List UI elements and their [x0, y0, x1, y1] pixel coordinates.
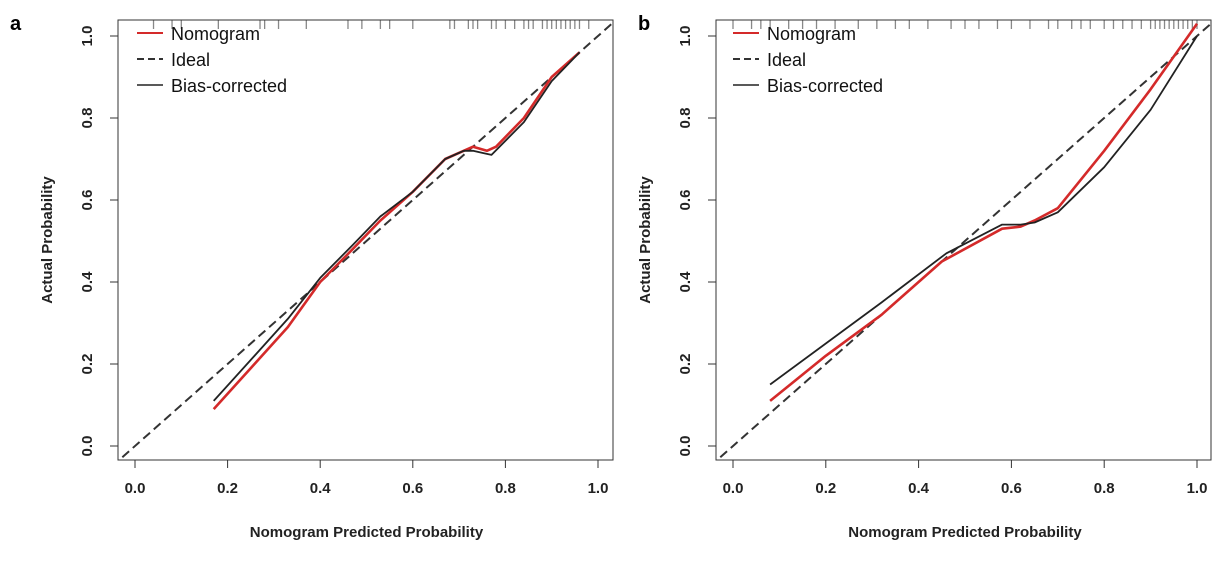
y-tick-label: 0.6	[677, 190, 694, 211]
y-axis-title: Actual Probability	[637, 176, 654, 304]
x-tick-label: 0.6	[402, 480, 423, 497]
panel-letter: b	[638, 13, 650, 35]
y-tick-label: 0.0	[79, 436, 96, 457]
nomogram-curve	[212, 51, 581, 410]
x-tick-label: 0.8	[1094, 480, 1115, 497]
x-tick-label: 0.2	[815, 480, 836, 497]
legend-label: Ideal	[767, 50, 806, 70]
bias-corrected-curve	[769, 35, 1198, 386]
x-tick-label: 0.4	[908, 480, 930, 497]
y-tick-label: 0.2	[677, 354, 694, 375]
plot-frame	[117, 19, 614, 461]
plot-frame	[715, 19, 1212, 461]
ideal-line	[118, 21, 613, 460]
calibration-panel-b: b 0.0 0.2 0.4 0.6 0.8 1.0 0.0 0.2 0.4 0.6 0.8 1.0 Nom…	[637, 13, 1212, 541]
x-tick-label: 0.2	[217, 480, 238, 497]
y-tick-label: 0.4	[79, 271, 96, 293]
legend-label: Nomogram	[171, 24, 260, 44]
y-tick-label: 0.6	[79, 190, 96, 211]
x-tick-label: 0.8	[495, 480, 516, 497]
nomogram-curve	[769, 22, 1199, 402]
y-tick-label: 1.0	[79, 26, 96, 47]
legend-label: Ideal	[171, 50, 210, 70]
x-tick-label: 1.0	[1187, 480, 1208, 497]
ideal-line	[716, 22, 1211, 460]
panel-letter: a	[10, 13, 22, 35]
x-tick-label: 0.0	[723, 480, 744, 497]
legend-label: Bias-corrected	[171, 76, 287, 96]
x-tick-label: 1.0	[588, 480, 609, 497]
y-tick-label: 0.8	[677, 108, 694, 129]
bias-corrected-curve	[213, 51, 581, 402]
y-axis-title: Actual Probability	[39, 176, 56, 304]
x-tick-label: 0.6	[1001, 480, 1022, 497]
y-tick-label: 0.2	[79, 354, 96, 375]
y-tick-label: 0.8	[79, 108, 96, 129]
x-axis-title: Nomogram Predicted Probability	[250, 524, 484, 541]
legend-label: Bias-corrected	[767, 76, 883, 96]
x-axis-title: Nomogram Predicted Probability	[848, 524, 1082, 541]
x-tick-label: 0.0	[125, 480, 146, 497]
calibration-panel-a: a 0.0 0.2 0.4 0.6 0.8 1.0 0.0 0.2 0.4 0.6 0.8 1.0 Nom…	[10, 13, 614, 541]
y-tick-label: 0.0	[677, 436, 694, 457]
x-tick-label: 0.4	[310, 480, 332, 497]
y-tick-label: 1.0	[677, 26, 694, 47]
legend-label: Nomogram	[767, 24, 856, 44]
y-tick-label: 0.4	[677, 271, 694, 293]
